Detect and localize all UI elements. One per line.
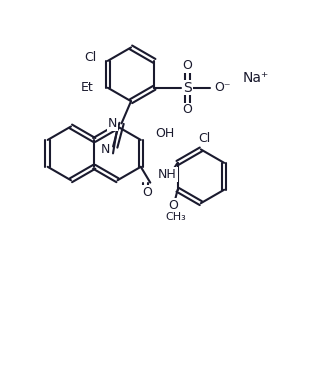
Text: Na⁺: Na⁺ <box>243 71 269 85</box>
Text: Cl: Cl <box>198 132 210 145</box>
Text: NH: NH <box>158 168 177 181</box>
Text: N: N <box>100 143 110 156</box>
Text: O: O <box>182 59 192 72</box>
Text: Et: Et <box>81 81 93 94</box>
Text: CH₃: CH₃ <box>166 212 186 222</box>
Text: O: O <box>182 103 192 117</box>
Text: Cl: Cl <box>85 51 97 64</box>
Text: O⁻: O⁻ <box>214 81 231 94</box>
Text: OH: OH <box>155 127 174 140</box>
Text: N: N <box>108 117 117 130</box>
Text: O: O <box>142 186 152 199</box>
Text: O: O <box>168 199 178 212</box>
Text: S: S <box>183 81 192 95</box>
